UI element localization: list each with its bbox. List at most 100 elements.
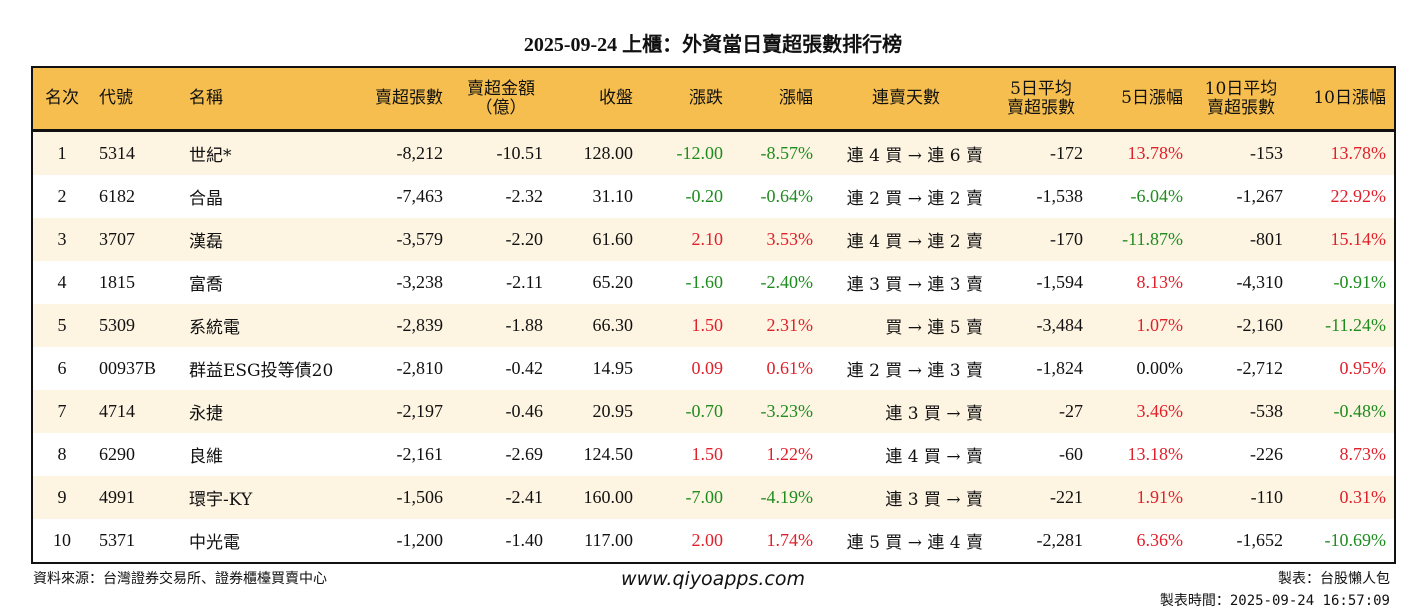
cell-avg5-sell: -1,594 bbox=[1036, 272, 1084, 292]
ranking-table: 名次 代號 名稱 賣超張數 賣超金額 （億） 收盤 漲跌 漲幅 連賣天數 5日平均 賣超張數 5日漲… bbox=[31, 66, 1396, 564]
cell-pct10: 8.73% bbox=[1339, 444, 1387, 464]
cell-close: 128.00 bbox=[551, 130, 641, 175]
cell-pct10: -10.69% bbox=[1324, 530, 1387, 550]
cell-change-pct: 1.22% bbox=[766, 444, 814, 464]
cell-close: 124.50 bbox=[583, 444, 634, 464]
cell-change: -12.00 bbox=[641, 130, 731, 175]
cell-rank: 4 bbox=[57, 272, 67, 292]
cell-sell-shares: -1,506 bbox=[361, 476, 451, 519]
cell-sell-amount: -10.51 bbox=[451, 130, 551, 175]
cell-pct5: -6.04% bbox=[1130, 186, 1184, 206]
cell-pct5: -11.87% bbox=[1091, 218, 1191, 261]
header-streak: 連賣天數 bbox=[821, 67, 991, 132]
table-row: 1 5314 世紀* -8,212 -10.51 128.00 -12.00 -8.57% 連 … bbox=[32, 130, 1395, 175]
table-row: 6 00937B 群益ESG投等債20 -2,810 -0.42 14.95 0.09 0.6… bbox=[32, 347, 1395, 390]
cell-change: 1.50 bbox=[691, 444, 724, 464]
cell-pct10: 0.31% bbox=[1291, 476, 1395, 519]
cell-avg10-sell: -1,267 bbox=[1236, 186, 1284, 206]
cell-change-pct: -8.57% bbox=[731, 130, 821, 175]
cell-change-pct: 3.53% bbox=[731, 218, 821, 261]
cell-avg10-sell: -110 bbox=[1191, 476, 1291, 519]
header-close: 收盤 bbox=[551, 67, 641, 132]
cell-avg5-sell: -3,484 bbox=[991, 304, 1091, 347]
cell-streak: 連 3 買 → 連 3 賣 bbox=[846, 275, 983, 295]
cell-streak: 連 3 買 → 賣 bbox=[821, 476, 991, 519]
cell-code: 5371 bbox=[99, 530, 135, 550]
cell-name: 環宇-KY bbox=[181, 476, 361, 519]
cell-streak: 連 3 買 → 賣 bbox=[821, 390, 991, 433]
cell-avg5-sell: -172 bbox=[991, 130, 1091, 175]
cell-change-pct: 2.31% bbox=[731, 304, 821, 347]
cell-pct5: 0.00% bbox=[1136, 358, 1184, 378]
table-row: 4 1815 富喬 -3,238 -2.11 65.20 -1.60 -2.40% 連 3 買 … bbox=[32, 261, 1395, 304]
maker: 製表：台股懶人包 bbox=[1278, 571, 1390, 587]
cell-change: -0.70 bbox=[641, 390, 731, 433]
header-pct10: 10日漲幅 bbox=[1291, 67, 1395, 132]
table-row: 8 6290 良維 -2,161 -2.69 124.50 1.50 1.22% 連 4 買 →… bbox=[32, 433, 1395, 476]
cell-sell-amount: -2.20 bbox=[451, 218, 551, 261]
data-source: 資料來源：台灣證券交易所、證券櫃檯買賣中心 bbox=[33, 571, 327, 587]
cell-change: 0.09 bbox=[691, 358, 724, 378]
cell-name: 合晶 bbox=[189, 189, 223, 209]
cell-change-pct: -4.19% bbox=[731, 476, 821, 519]
header-pct5: 5日漲幅 bbox=[1091, 67, 1191, 132]
cell-sell-shares: -2,161 bbox=[396, 444, 444, 464]
table-row: 2 6182 合晶 -7,463 -2.32 31.10 -0.20 -0.64% 連 2 買 … bbox=[32, 175, 1395, 218]
cell-rank: 9 bbox=[32, 476, 91, 519]
cell-change: 2.00 bbox=[691, 530, 724, 550]
cell-rank: 1 bbox=[32, 130, 91, 175]
cell-sell-shares: -2,810 bbox=[396, 358, 444, 378]
website-link[interactable]: www.qiyoapps.com bbox=[621, 568, 805, 590]
cell-rank: 6 bbox=[57, 358, 67, 378]
cell-pct5: 1.91% bbox=[1091, 476, 1191, 519]
cell-avg10-sell: -538 bbox=[1191, 390, 1291, 433]
cell-pct10: 15.14% bbox=[1291, 218, 1395, 261]
cell-sell-amount: -1.40 bbox=[505, 530, 544, 550]
cell-rank: 8 bbox=[57, 444, 67, 464]
cell-sell-shares: -2,839 bbox=[361, 304, 451, 347]
cell-code: 4714 bbox=[91, 390, 181, 433]
cell-pct5: 3.46% bbox=[1091, 390, 1191, 433]
cell-pct5: 1.07% bbox=[1091, 304, 1191, 347]
header-change-pct: 漲幅 bbox=[731, 67, 821, 132]
cell-close: 65.20 bbox=[592, 272, 634, 292]
cell-name: 世紀* bbox=[181, 130, 361, 175]
header-sell-amount: 賣超金額 （億） bbox=[451, 67, 551, 132]
cell-sell-shares: -8,212 bbox=[361, 130, 451, 175]
cell-streak: 連 2 買 → 連 3 賣 bbox=[846, 361, 983, 381]
cell-rank: 2 bbox=[57, 186, 67, 206]
cell-sell-amount: -2.32 bbox=[505, 186, 544, 206]
header-avg10-sell: 10日平均 賣超張數 bbox=[1191, 67, 1291, 132]
cell-avg10-sell: -4,310 bbox=[1236, 272, 1284, 292]
cell-code: 00937B bbox=[99, 358, 157, 378]
cell-avg5-sell: -60 bbox=[1059, 444, 1083, 464]
table-row: 7 4714 永捷 -2,197 -0.46 20.95 -0.70 -3.23% 連 3 買 … bbox=[32, 390, 1395, 433]
cell-avg10-sell: -226 bbox=[1250, 444, 1283, 464]
table-row: 9 4991 環宇-KY -1,506 -2.41 160.00 -7.00 -4.19% 連 … bbox=[32, 476, 1395, 519]
cell-avg10-sell: -1,652 bbox=[1236, 530, 1284, 550]
cell-sell-shares: -7,463 bbox=[396, 186, 444, 206]
cell-close: 31.10 bbox=[592, 186, 634, 206]
cell-avg5-sell: -170 bbox=[991, 218, 1091, 261]
cell-sell-amount: -2.41 bbox=[451, 476, 551, 519]
cell-change: -7.00 bbox=[641, 476, 731, 519]
cell-change: 1.50 bbox=[641, 304, 731, 347]
cell-pct5: 8.13% bbox=[1136, 272, 1184, 292]
cell-name: 漢磊 bbox=[181, 218, 361, 261]
cell-pct10: -0.48% bbox=[1291, 390, 1395, 433]
cell-code: 5314 bbox=[91, 130, 181, 175]
cell-change: 2.10 bbox=[641, 218, 731, 261]
cell-avg10-sell: -2,160 bbox=[1191, 304, 1291, 347]
cell-close: 160.00 bbox=[551, 476, 641, 519]
cell-sell-amount: -2.69 bbox=[505, 444, 544, 464]
cell-code: 5309 bbox=[91, 304, 181, 347]
cell-close: 61.60 bbox=[551, 218, 641, 261]
cell-sell-amount: -1.88 bbox=[451, 304, 551, 347]
cell-rank: 5 bbox=[32, 304, 91, 347]
cell-name: 富喬 bbox=[189, 275, 223, 295]
cell-change: -0.20 bbox=[685, 186, 724, 206]
cell-avg10-sell: -153 bbox=[1191, 130, 1291, 175]
page-title: 2025-09-24 上櫃：外資當日賣超張數排行榜 bbox=[523, 34, 903, 56]
cell-change-pct: 0.61% bbox=[766, 358, 814, 378]
cell-change-pct: -0.64% bbox=[760, 186, 814, 206]
